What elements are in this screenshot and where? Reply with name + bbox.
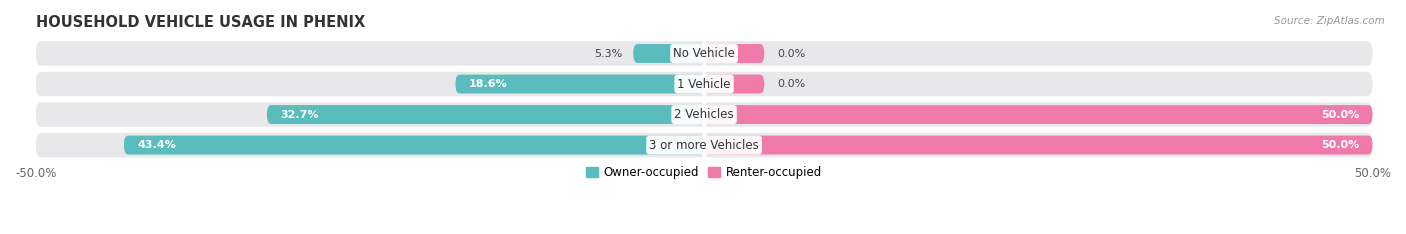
FancyBboxPatch shape bbox=[35, 102, 1372, 127]
FancyBboxPatch shape bbox=[704, 75, 765, 94]
Text: 50.0%: 50.0% bbox=[1320, 110, 1360, 120]
FancyBboxPatch shape bbox=[704, 136, 1372, 154]
Text: Source: ZipAtlas.com: Source: ZipAtlas.com bbox=[1274, 16, 1385, 26]
Text: 50.0%: 50.0% bbox=[1320, 140, 1360, 150]
FancyBboxPatch shape bbox=[35, 72, 1372, 96]
FancyBboxPatch shape bbox=[633, 44, 704, 63]
Text: HOUSEHOLD VEHICLE USAGE IN PHENIX: HOUSEHOLD VEHICLE USAGE IN PHENIX bbox=[35, 15, 366, 30]
Text: 2 Vehicles: 2 Vehicles bbox=[675, 108, 734, 121]
FancyBboxPatch shape bbox=[35, 133, 1372, 157]
FancyBboxPatch shape bbox=[267, 105, 704, 124]
Legend: Owner-occupied, Renter-occupied: Owner-occupied, Renter-occupied bbox=[581, 161, 827, 183]
Text: No Vehicle: No Vehicle bbox=[673, 47, 735, 60]
Text: 32.7%: 32.7% bbox=[280, 110, 319, 120]
FancyBboxPatch shape bbox=[35, 41, 1372, 66]
Text: 43.4%: 43.4% bbox=[138, 140, 176, 150]
FancyBboxPatch shape bbox=[704, 44, 765, 63]
FancyBboxPatch shape bbox=[456, 75, 704, 94]
Text: 3 or more Vehicles: 3 or more Vehicles bbox=[650, 139, 759, 152]
Text: 0.0%: 0.0% bbox=[778, 48, 806, 58]
Text: 5.3%: 5.3% bbox=[595, 48, 623, 58]
Text: 0.0%: 0.0% bbox=[778, 79, 806, 89]
Text: 18.6%: 18.6% bbox=[468, 79, 508, 89]
FancyBboxPatch shape bbox=[704, 105, 1372, 124]
FancyBboxPatch shape bbox=[124, 136, 704, 154]
Text: 1 Vehicle: 1 Vehicle bbox=[678, 77, 731, 91]
